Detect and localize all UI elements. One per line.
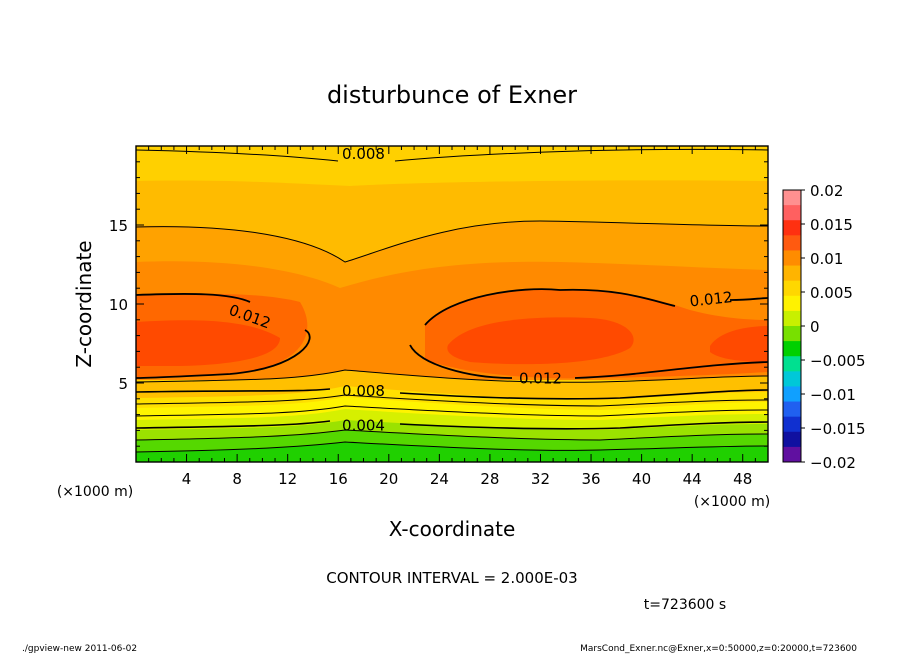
colorbar-swatch bbox=[783, 446, 801, 463]
colorbar-swatch bbox=[783, 326, 801, 342]
contour-line-0004 bbox=[136, 420, 768, 430]
x-axis: 4 8 12 16 20 24 28 32 36 40 44 48 bbox=[135, 146, 769, 488]
chart-title: disturbunce of Exner bbox=[327, 81, 577, 109]
footer-right: MarsCond_Exner.nc@Exner,x=0:50000,z=0:20… bbox=[580, 644, 857, 654]
y-axis-label: Z-coordinate bbox=[72, 240, 96, 367]
contour-line bbox=[136, 429, 768, 441]
core-center bbox=[447, 317, 634, 365]
colorbar: 0.02 0.015 0.01 0.005 0 −0.005 −0.01 −0.015 −0.0… bbox=[782, 182, 866, 472]
x-tick-label: 32 bbox=[531, 470, 550, 488]
colorbar-swatch bbox=[783, 341, 801, 357]
contour-line-0012 bbox=[424, 288, 768, 326]
contour-label: 0.008 bbox=[342, 382, 385, 400]
x-unit-left: (×1000 m) bbox=[57, 484, 133, 500]
colorbar-tick-label: 0.01 bbox=[810, 250, 843, 268]
colorbar-swatch bbox=[783, 295, 801, 312]
contour-line bbox=[136, 441, 768, 453]
contour-line bbox=[136, 394, 768, 407]
contour-label: 0.012 bbox=[689, 288, 734, 310]
x-tick-label: 16 bbox=[329, 470, 348, 488]
colorbar-tick-label: 0.015 bbox=[810, 216, 853, 234]
colorbar-tick-label: −0.01 bbox=[810, 386, 856, 404]
x-axis-label: X-coordinate bbox=[389, 517, 516, 541]
contour-label: 0.012 bbox=[519, 369, 562, 387]
contour-field bbox=[136, 146, 768, 462]
colorbar-swatch bbox=[783, 250, 801, 267]
x-tick-label: 4 bbox=[182, 470, 192, 488]
x-tick-label: 12 bbox=[278, 470, 297, 488]
y-tick-label: 15 bbox=[109, 217, 128, 235]
colorbar-swatch bbox=[783, 265, 801, 282]
colorbar-tick-label: 0 bbox=[810, 318, 820, 336]
colorbar-tick-label: −0.02 bbox=[810, 454, 856, 472]
colorbar-swatch bbox=[783, 431, 801, 448]
colorbar-tick-label: −0.005 bbox=[810, 352, 866, 370]
contour-label: 0.004 bbox=[342, 417, 385, 435]
contour-label: 0.008 bbox=[342, 145, 385, 163]
y-tick-label: 10 bbox=[109, 296, 128, 314]
colorbar-tick-label: 0.005 bbox=[810, 284, 853, 302]
y-axis: 5 10 15 bbox=[109, 145, 768, 463]
x-tick-label: 40 bbox=[632, 470, 651, 488]
core-right bbox=[710, 326, 768, 362]
core-left bbox=[136, 320, 280, 366]
colorbar-swatch bbox=[783, 386, 801, 403]
footer-left: ./gpview-new 2011-06-02 bbox=[22, 644, 137, 654]
x-tick-label: 8 bbox=[232, 470, 242, 488]
x-tick-label: 20 bbox=[379, 470, 398, 488]
contour-lines bbox=[136, 148, 768, 453]
contour-line bbox=[136, 405, 768, 417]
colorbar-swatch bbox=[783, 205, 801, 221]
contour-line-0012 bbox=[409, 344, 768, 379]
contour-line bbox=[136, 148, 768, 162]
contour-interval-text: CONTOUR INTERVAL = 2.000E-03 bbox=[326, 569, 577, 587]
x-tick-label: 24 bbox=[430, 470, 449, 488]
x-tick-label: 36 bbox=[581, 470, 600, 488]
colorbar-swatch bbox=[783, 235, 801, 251]
x-tick-label: 44 bbox=[683, 470, 702, 488]
colorbar-swatch bbox=[783, 356, 801, 372]
colorbar-swatch bbox=[783, 190, 801, 206]
colorbar-swatch bbox=[783, 371, 801, 387]
colorbar-swatch bbox=[783, 310, 801, 327]
colorbar-swatch bbox=[783, 220, 801, 236]
contour-line-0012 bbox=[136, 293, 311, 379]
x-unit-right: (×1000 m) bbox=[694, 494, 770, 510]
colorbar-tick-label: −0.015 bbox=[810, 420, 866, 438]
colorbar-tick-label: 0.02 bbox=[810, 182, 843, 200]
contour-line bbox=[136, 220, 768, 263]
x-tick-label: 48 bbox=[733, 470, 752, 488]
contour-line-0008 bbox=[136, 388, 768, 400]
colorbar-swatch bbox=[783, 401, 801, 418]
colorbar-swatch bbox=[783, 416, 801, 433]
x-tick-label: 28 bbox=[480, 470, 499, 488]
time-label: t=723600 s bbox=[644, 597, 726, 613]
contour-line bbox=[136, 369, 768, 383]
y-tick-label: 5 bbox=[118, 375, 128, 393]
colorbar-swatch bbox=[783, 280, 801, 297]
